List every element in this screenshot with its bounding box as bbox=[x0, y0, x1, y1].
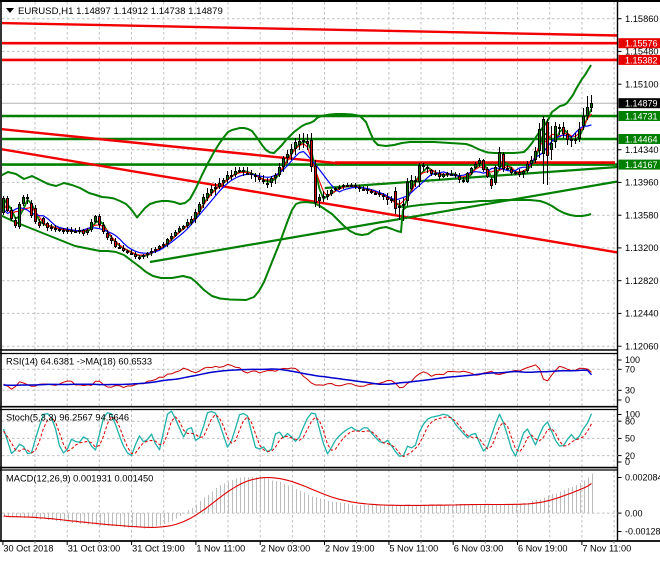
svg-text:1.14879: 1.14879 bbox=[625, 99, 658, 109]
svg-text:1.15860: 1.15860 bbox=[625, 14, 659, 24]
svg-text:80: 80 bbox=[625, 416, 635, 426]
svg-text:1.14167: 1.14167 bbox=[625, 160, 658, 170]
svg-text:1.12440: 1.12440 bbox=[625, 309, 659, 319]
svg-text:1.15382: 1.15382 bbox=[625, 55, 658, 65]
svg-text:7 Nov 11:00: 7 Nov 11:00 bbox=[582, 544, 631, 554]
svg-text:30 Oct 2018: 30 Oct 2018 bbox=[3, 544, 53, 554]
svg-text:1.13960: 1.13960 bbox=[625, 178, 659, 188]
svg-text:2 Nov 19:00: 2 Nov 19:00 bbox=[325, 544, 375, 554]
svg-text:31 Oct 03:00: 31 Oct 03:00 bbox=[68, 544, 121, 554]
svg-text:RSI(14) 64.6381 ->MA(18) 60.6: RSI(14) 64.6381 ->MA(18) 60.6533 bbox=[6, 357, 152, 367]
svg-text:0: 0 bbox=[625, 457, 630, 467]
svg-text:0.002084: 0.002084 bbox=[625, 473, 660, 483]
svg-text:1.12060: 1.12060 bbox=[625, 341, 659, 351]
svg-text:2 Nov 03:00: 2 Nov 03:00 bbox=[261, 544, 311, 554]
svg-text:31 Oct 19:00: 31 Oct 19:00 bbox=[132, 544, 185, 554]
svg-text:1.15576: 1.15576 bbox=[625, 39, 658, 49]
svg-text:1.12820: 1.12820 bbox=[625, 276, 659, 286]
svg-text:1.14731: 1.14731 bbox=[625, 111, 658, 121]
svg-text:6 Nov 03:00: 6 Nov 03:00 bbox=[454, 544, 504, 554]
svg-text:1.14464: 1.14464 bbox=[625, 134, 658, 144]
svg-text:1.13200: 1.13200 bbox=[625, 243, 659, 253]
svg-text:MACD(12,26,9) 0.001931 0.00145: MACD(12,26,9) 0.001931 0.001450 bbox=[6, 474, 153, 484]
svg-text:1.14340: 1.14340 bbox=[625, 145, 659, 155]
svg-text:EURUSD,H1 1.14897 1.14912 1.1: EURUSD,H1 1.14897 1.14912 1.14738 1.1487… bbox=[18, 6, 223, 17]
svg-text:30: 30 bbox=[625, 386, 635, 396]
svg-text:6 Nov 19:00: 6 Nov 19:00 bbox=[518, 544, 568, 554]
svg-text:50: 50 bbox=[625, 434, 635, 444]
svg-text:-0.001288: -0.001288 bbox=[625, 527, 660, 537]
svg-text:70: 70 bbox=[625, 365, 635, 375]
svg-text:0: 0 bbox=[625, 395, 630, 405]
svg-text:1.13580: 1.13580 bbox=[625, 210, 659, 220]
svg-text:1.15100: 1.15100 bbox=[625, 79, 659, 89]
svg-text:Stoch(5,3,3) 96.2567 94.5646: Stoch(5,3,3) 96.2567 94.5646 bbox=[6, 413, 129, 423]
svg-text:0.00: 0.00 bbox=[625, 508, 643, 518]
svg-text:5 Nov 11:00: 5 Nov 11:00 bbox=[389, 544, 438, 554]
svg-text:1 Nov 11:00: 1 Nov 11:00 bbox=[196, 544, 245, 554]
